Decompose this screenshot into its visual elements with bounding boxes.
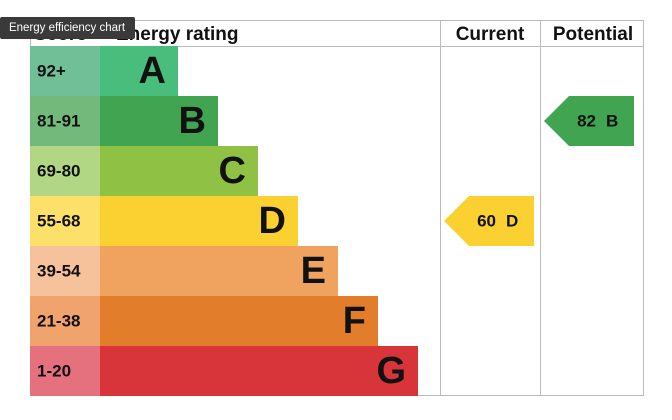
score-cell bbox=[30, 196, 100, 246]
potential-letter: B bbox=[606, 111, 618, 130]
band-letter: A bbox=[139, 50, 166, 92]
score-label: 81-91 bbox=[37, 111, 80, 130]
score-cell bbox=[30, 146, 100, 196]
band-letter: G bbox=[376, 350, 406, 392]
score-cell bbox=[30, 296, 100, 346]
band-letter: F bbox=[343, 300, 366, 342]
band-letter: E bbox=[301, 250, 326, 292]
bands: 92+ A 81-91 B 69-80 C 55-68 D 39-54 E 21-38 F 1-20 G bbox=[30, 46, 418, 396]
score-label: 1-20 bbox=[37, 361, 71, 380]
rating-bar bbox=[100, 46, 178, 96]
band-letter: D bbox=[259, 200, 286, 242]
tooltip-box bbox=[0, 17, 135, 39]
score-cell bbox=[30, 96, 100, 146]
score-cell bbox=[30, 246, 100, 296]
score-label: 21-38 bbox=[37, 311, 80, 330]
score-label: 69-80 bbox=[37, 161, 80, 180]
band-letter: B bbox=[179, 100, 206, 142]
rating-bar bbox=[100, 346, 418, 396]
score-cell bbox=[30, 346, 100, 396]
current-letter: D bbox=[506, 211, 518, 230]
band-letter: C bbox=[219, 150, 246, 192]
rating-bar bbox=[100, 146, 258, 196]
score-cell bbox=[30, 46, 100, 96]
potential-header: Potential bbox=[553, 24, 633, 45]
rating-bar bbox=[100, 296, 378, 346]
rating-bar bbox=[100, 246, 338, 296]
rating-header: Energy rating bbox=[116, 24, 238, 45]
rating-bar bbox=[100, 196, 298, 246]
tooltip: Energy efficiency chart bbox=[9, 22, 126, 34]
current-arrow bbox=[444, 196, 534, 246]
current-header: Current bbox=[456, 24, 525, 45]
score-label: 39-54 bbox=[37, 261, 81, 280]
rating-bar bbox=[100, 96, 218, 146]
score-label: 92+ bbox=[37, 61, 66, 80]
score-label: 55-68 bbox=[37, 211, 80, 230]
potential-value: 82 bbox=[577, 111, 596, 130]
potential-arrow bbox=[544, 96, 634, 146]
arrows: 60 D 82 B bbox=[444, 96, 634, 246]
current-value: 60 bbox=[477, 211, 496, 230]
